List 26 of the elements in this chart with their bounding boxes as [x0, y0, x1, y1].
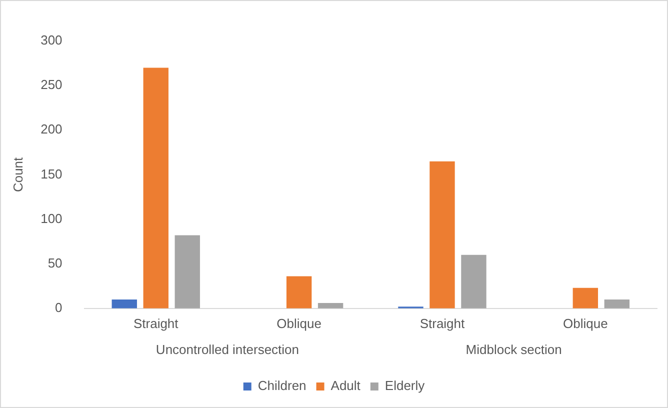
- legend-label: Children: [258, 378, 306, 394]
- y-tick-label: 50: [48, 255, 62, 270]
- bar: [461, 254, 486, 308]
- bar: [572, 288, 598, 308]
- bar: [604, 299, 630, 308]
- y-tick-label: 200: [40, 122, 62, 137]
- bar: [143, 68, 168, 308]
- y-axis-title: Count: [10, 156, 26, 192]
- x-tick-label: Straight: [133, 316, 179, 331]
- y-tick-label: 150: [40, 166, 62, 182]
- text: Uncontrolled intersection: [156, 342, 300, 357]
- x-tick-label: Oblique: [276, 316, 322, 331]
- x-tick-label: Oblique: [563, 316, 608, 331]
- y-tick-label: 300: [40, 32, 62, 48]
- y-tick-label: 0: [55, 300, 62, 315]
- bar: [430, 161, 455, 308]
- x-tick-label: Straight: [420, 316, 466, 331]
- text: Midblock section: [466, 342, 562, 357]
- legend-label: Elderly: [384, 378, 426, 394]
- bar: [174, 235, 200, 308]
- bar: [318, 303, 344, 308]
- y-tick-label: 250: [40, 77, 62, 92]
- y-tick-label: 100: [40, 210, 62, 226]
- legend-label: Adult: [330, 378, 361, 394]
- bar: [286, 276, 312, 308]
- bar: [112, 299, 137, 308]
